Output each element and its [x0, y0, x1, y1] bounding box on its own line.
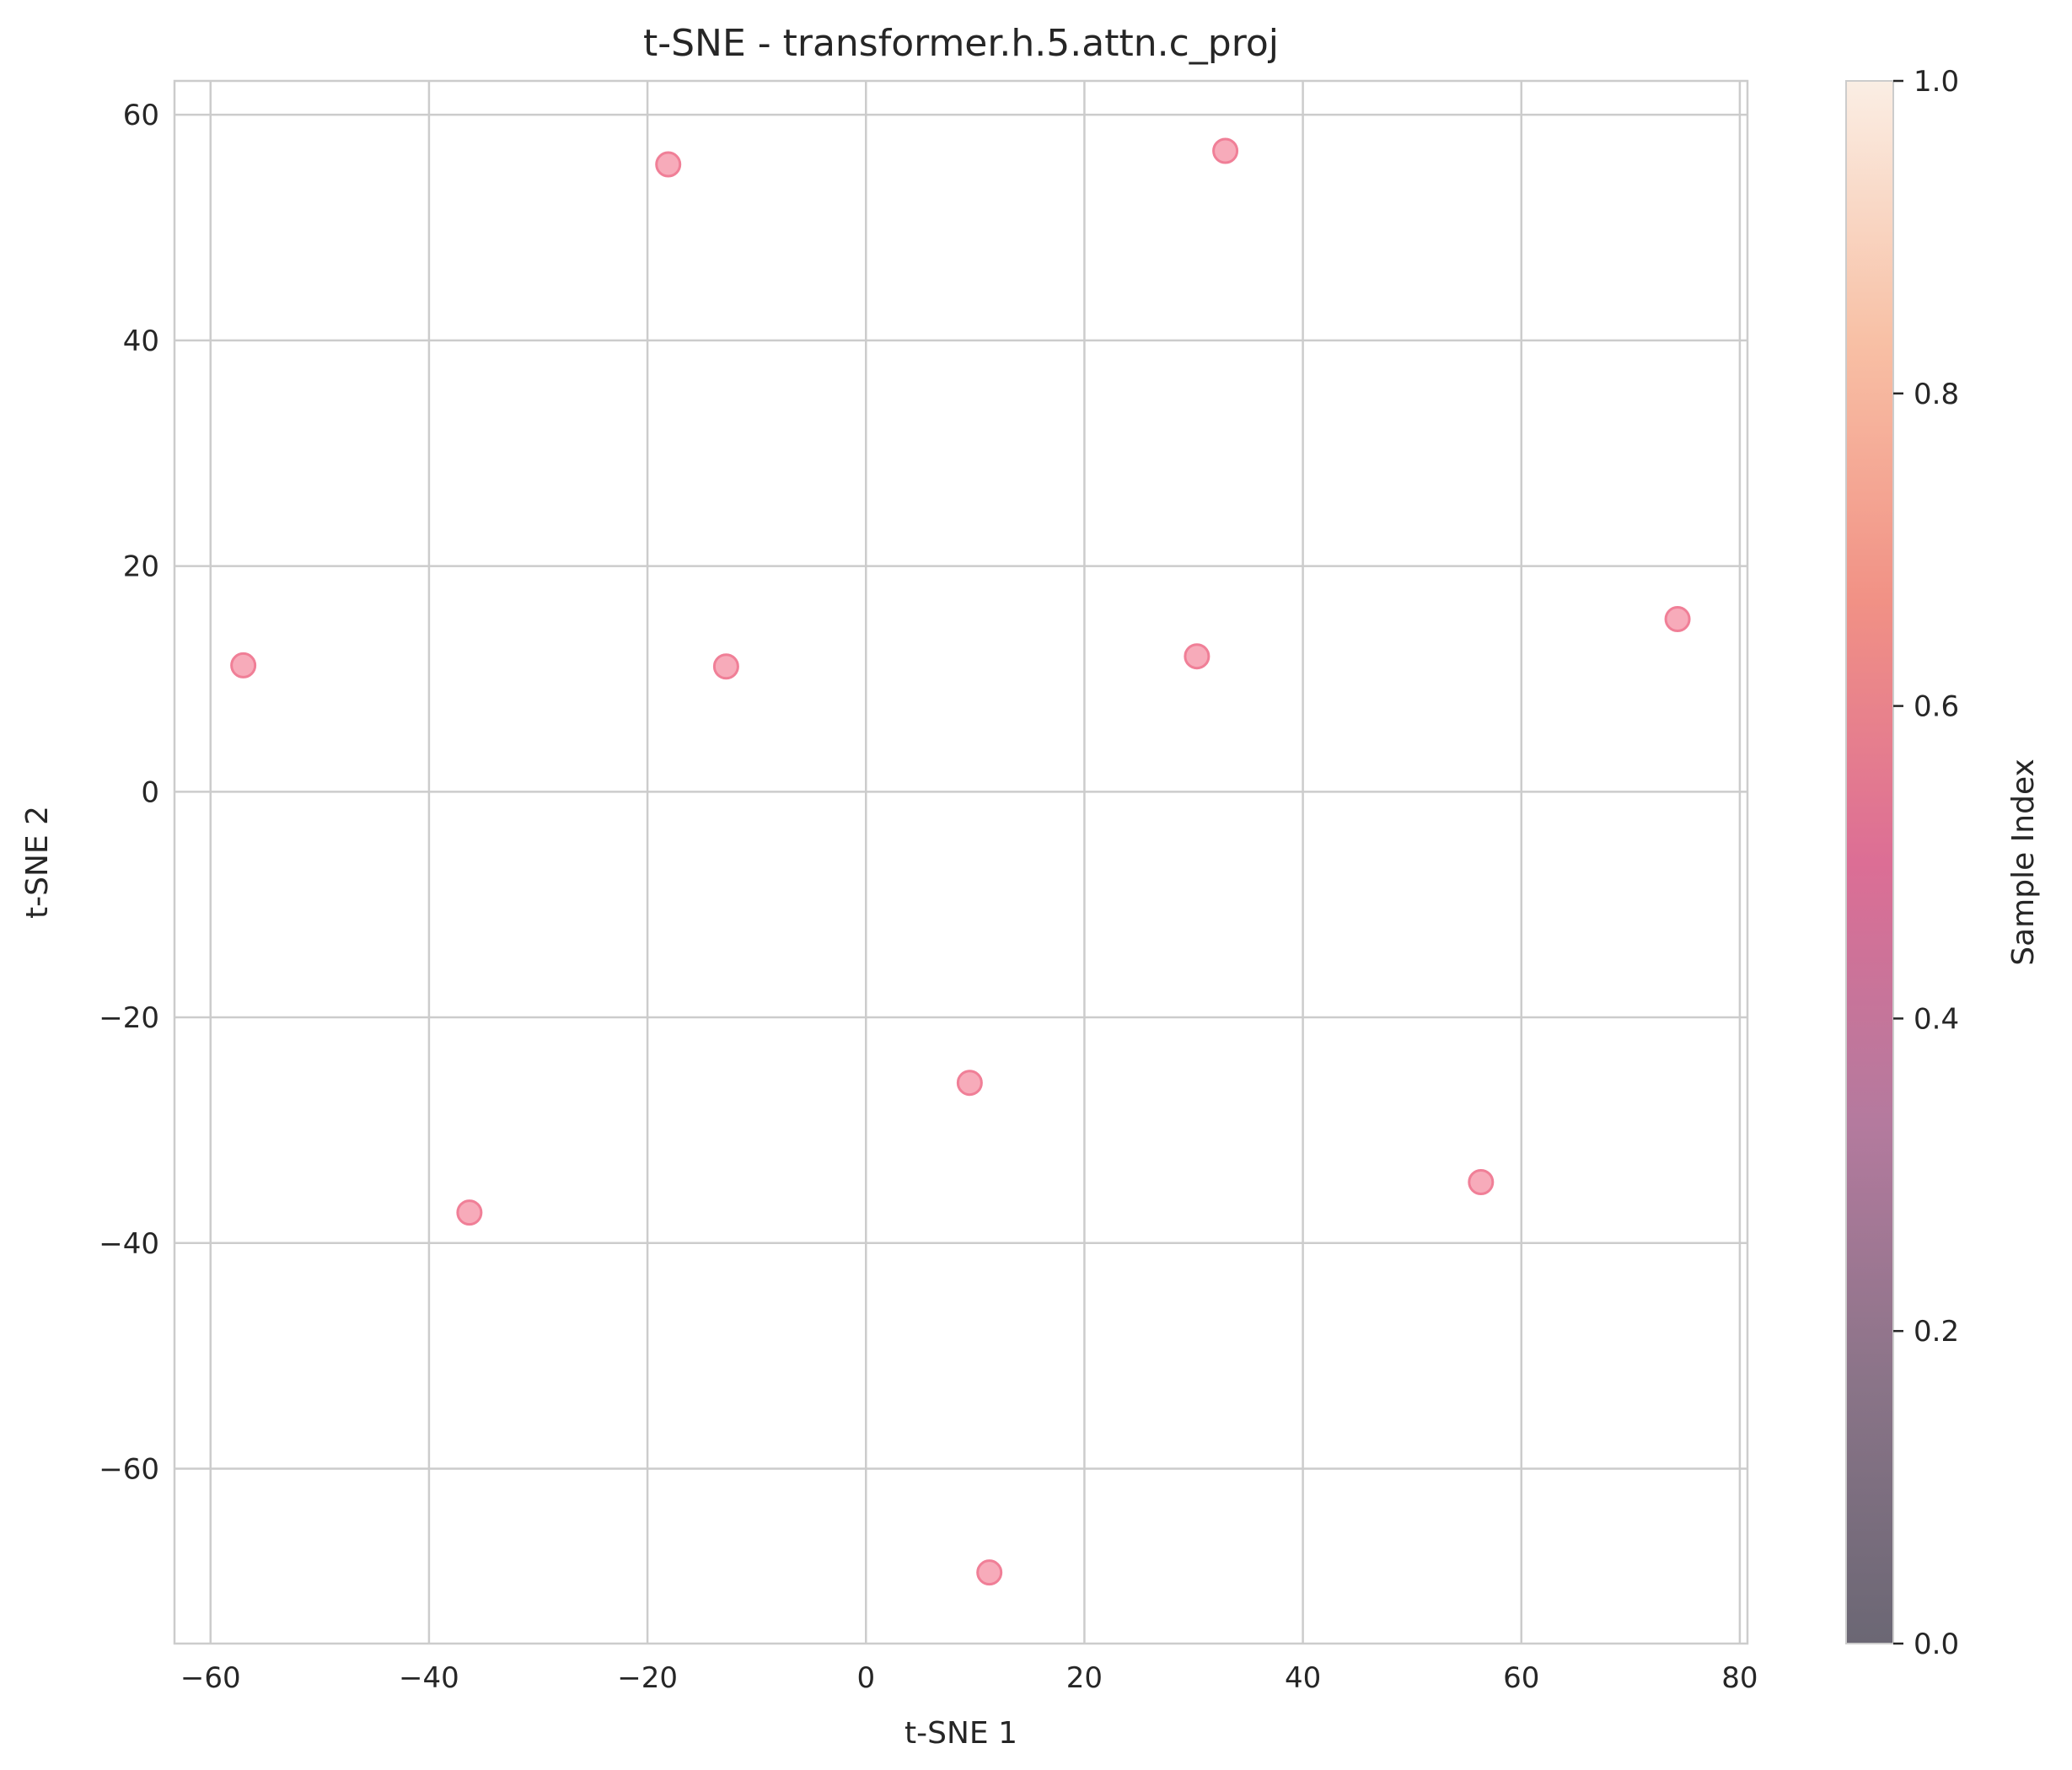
- x-axis-ticks: −60 −40 −20 0 20 40 60 80: [180, 1661, 1758, 1695]
- data-point: [230, 652, 257, 678]
- data-point: [456, 1199, 483, 1226]
- colorbar-tick-label: 0.6: [1914, 690, 1959, 724]
- x-tick-label: −40: [399, 1661, 459, 1695]
- x-tick-label: 80: [1721, 1661, 1758, 1695]
- data-points: [230, 137, 1691, 1586]
- y-axis-ticks: −60 −40 −20 0 20 40 60: [99, 99, 159, 1486]
- y-tick-label: 40: [123, 324, 159, 358]
- y-tick-label: 60: [123, 99, 159, 132]
- x-axis-label: t-SNE 1: [904, 1716, 1017, 1751]
- data-point: [976, 1559, 1003, 1586]
- colorbar-ticks: 0.0 0.2 0.4 0.6 0.8 1.0: [1893, 65, 1959, 1661]
- colorbar-tick-label: 1.0: [1914, 65, 1959, 99]
- data-point: [1212, 137, 1239, 164]
- x-tick-label: 40: [1285, 1661, 1321, 1695]
- y-tick-label: −20: [99, 1001, 159, 1035]
- grid-lines: [174, 81, 1747, 1644]
- y-tick-label: −40: [99, 1227, 159, 1261]
- x-tick-label: −60: [180, 1661, 241, 1695]
- chart-title: t-SNE - transformer.h.5.attn.c_proj: [643, 22, 1279, 65]
- data-point: [956, 1070, 983, 1097]
- x-tick-label: 60: [1503, 1661, 1539, 1695]
- y-tick-label: −60: [99, 1453, 159, 1487]
- x-tick-label: −20: [617, 1661, 678, 1695]
- y-tick-label: 0: [141, 775, 159, 809]
- plot-frame: [173, 79, 1749, 1645]
- data-point: [1664, 606, 1691, 633]
- x-tick-label: 20: [1066, 1661, 1103, 1695]
- data-point: [655, 151, 682, 178]
- data-point: [1468, 1169, 1495, 1196]
- x-tick-label: 0: [856, 1661, 875, 1695]
- colorbar-label: Sample Index: [2006, 759, 2041, 966]
- data-point: [1184, 643, 1210, 670]
- colorbar: [1845, 80, 1894, 1644]
- colorbar-tick-label: 0.0: [1914, 1628, 1959, 1661]
- y-tick-label: 20: [123, 550, 159, 584]
- data-point: [712, 653, 739, 680]
- colorbar-tick-label: 0.4: [1914, 1002, 1959, 1036]
- colorbar-tick-label: 0.8: [1914, 378, 1959, 411]
- y-axis-label: t-SNE 2: [20, 806, 55, 919]
- colorbar-tick-label: 0.2: [1914, 1315, 1959, 1349]
